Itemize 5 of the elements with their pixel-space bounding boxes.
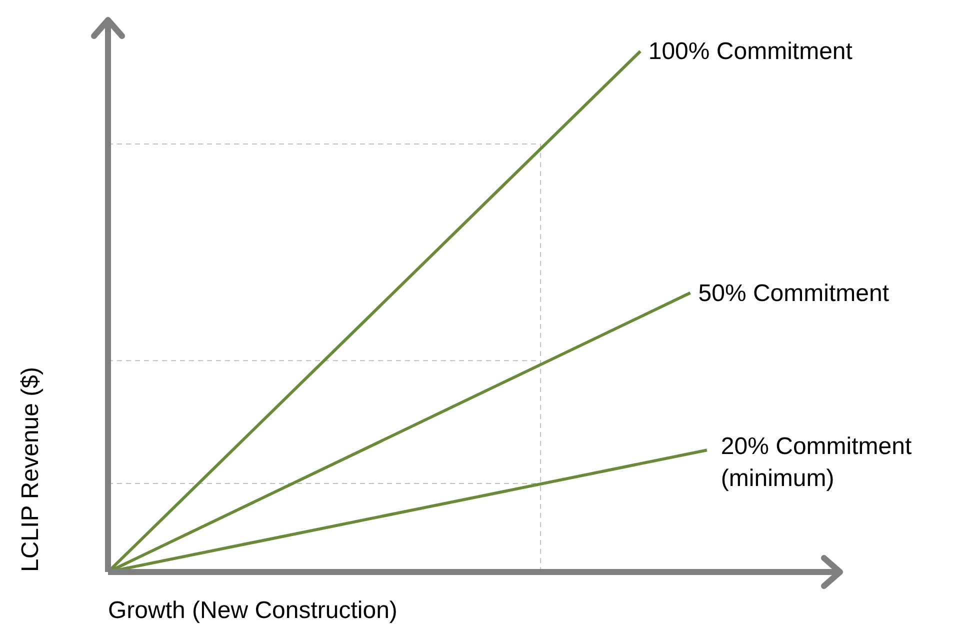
series-label: 20% Commitment (minimum)	[720, 433, 912, 492]
series-label: 100% Commitment	[648, 38, 853, 66]
x-axis-title: Growth (New Construction)	[108, 597, 398, 624]
series-label: 50% Commitment	[698, 280, 890, 307]
y-axis-title: LCLIP Revenue ($)	[17, 366, 44, 572]
